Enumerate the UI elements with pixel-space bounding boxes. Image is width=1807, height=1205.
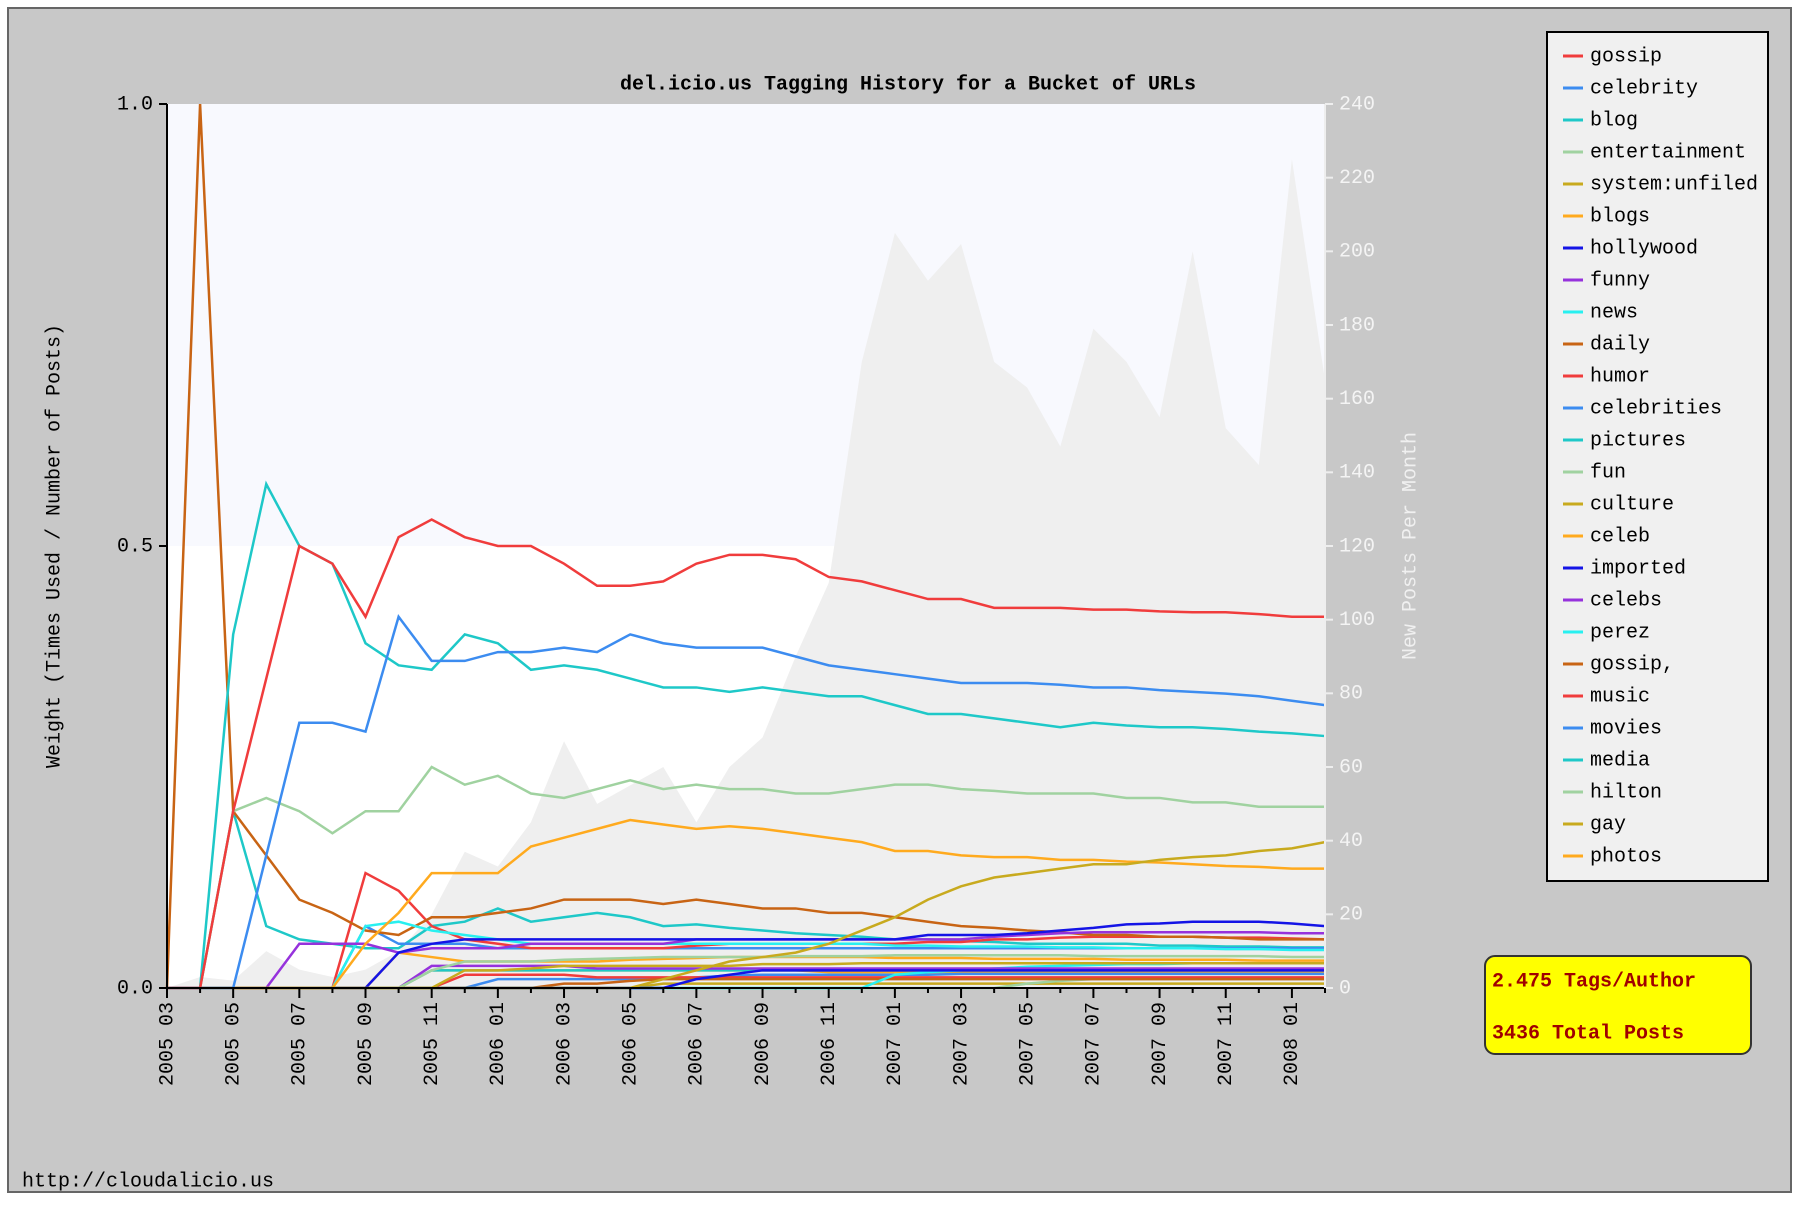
series-line (167, 518, 1325, 990)
legend-label: gay (1590, 813, 1626, 836)
legend-label: celeb (1590, 525, 1650, 548)
x-tick-label: 2006 01 (487, 1002, 510, 1086)
x-tick-label: 2007 03 (950, 1002, 973, 1086)
x-tick-label: 2007 01 (884, 1002, 907, 1086)
x-tick-label: 2005 11 (421, 1002, 444, 1086)
y2-tick-label: 180 (1339, 314, 1375, 337)
series-line (167, 765, 1325, 990)
legend-label: photos (1590, 845, 1662, 868)
y2-tick-label: 0 (1339, 977, 1351, 1000)
legend-label: perez (1590, 621, 1650, 644)
legend-label: pictures (1590, 429, 1686, 452)
y-tick-label: 0.5 (117, 535, 153, 558)
series-line (167, 818, 1325, 990)
legend-label: blog (1590, 109, 1638, 132)
legend-label: music (1590, 685, 1650, 708)
x-tick-label: 2005 09 (355, 1002, 378, 1086)
legend-label: news (1590, 301, 1638, 324)
x-tick-label: 2006 11 (818, 1002, 841, 1086)
legend-label: celebrity (1590, 77, 1698, 100)
y-tick-label: 0.0 (117, 977, 153, 1000)
y-axis-label: Weight (Times Used / Number of Posts) (43, 324, 66, 768)
legend-label: culture (1590, 493, 1674, 516)
series-line (167, 920, 1325, 990)
x-tick-label: 2007 07 (1083, 1002, 1106, 1086)
y2-tick-label: 240 (1339, 93, 1375, 116)
x-tick-label: 2005 05 (222, 1002, 245, 1086)
y2-tick-label: 60 (1339, 756, 1363, 779)
y2-tick-label: 220 (1339, 167, 1375, 190)
footer: http://cloudalicio.us (22, 1170, 274, 1193)
legend-label: daily (1590, 333, 1650, 356)
series-line (167, 613, 1326, 990)
legend-label: entertainment (1590, 141, 1746, 164)
legend-label: celebrities (1590, 397, 1722, 420)
legend-label: fun (1590, 461, 1626, 484)
legend-label: humor (1590, 365, 1650, 388)
y2-tick-label: 200 (1339, 241, 1375, 264)
legend-label: movies (1590, 717, 1662, 740)
stat: 3436 Total Posts (1492, 1022, 1684, 1045)
x-tick-label: 2005 03 (156, 1002, 179, 1086)
series-line (165, 103, 1325, 989)
series-line (167, 810, 1325, 990)
posts-area (167, 159, 1325, 988)
x-tick-label: 2007 11 (1215, 1002, 1238, 1086)
y2-axis-label: New Posts Per Month (1399, 432, 1422, 660)
x-tick-label: 2006 09 (752, 1002, 775, 1086)
y2-tick-label: 120 (1339, 535, 1375, 558)
y2-tick-label: 40 (1339, 830, 1363, 853)
x-tick-label: 2008 01 (1281, 1002, 1304, 1086)
legend-label: blogs (1590, 205, 1650, 228)
x-tick-label: 2007 05 (1017, 1002, 1040, 1086)
legend-label: imported (1590, 557, 1686, 580)
y2-tick-label: 140 (1339, 462, 1375, 485)
x-tick-label: 2007 09 (1149, 1002, 1172, 1086)
legend-label: gossip (1590, 45, 1662, 68)
legend (1546, 31, 1769, 882)
y2-tick-label: 80 (1339, 683, 1363, 706)
x-tick-label: 2005 07 (289, 1002, 312, 1086)
stats-box (1484, 955, 1752, 1055)
legend-label: celebs (1590, 589, 1662, 612)
x-tick-label: 2006 07 (686, 1002, 709, 1086)
x-tick-label: 2006 05 (619, 1002, 642, 1086)
legend-label: media (1590, 749, 1650, 772)
x-tick-label: 2006 03 (553, 1002, 576, 1086)
legend-label: hilton (1590, 781, 1662, 804)
chart-title: del.icio.us Tagging History for a Bucket… (620, 73, 1196, 96)
legend-label: hollywood (1590, 237, 1698, 260)
legend-label: gossip, (1590, 653, 1674, 676)
legend-label: funny (1590, 269, 1650, 292)
y2-tick-label: 100 (1339, 609, 1375, 632)
stat: 2.475 Tags/Author (1492, 970, 1696, 993)
y2-tick-label: 20 (1339, 904, 1363, 927)
legend-label: system:unfiled (1590, 173, 1758, 196)
series-line (167, 480, 1326, 990)
y-tick-label: 1.0 (117, 93, 153, 116)
y2-tick-label: 160 (1339, 388, 1375, 411)
